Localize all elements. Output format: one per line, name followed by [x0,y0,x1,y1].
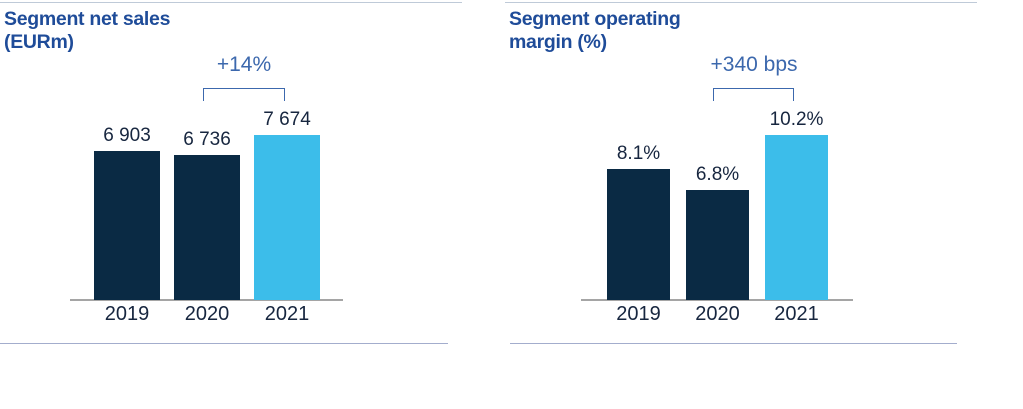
bottom-divider [510,343,957,344]
chart-title-line2: margin (%) [509,31,607,53]
x-axis-line [70,299,343,301]
growth-annotation-label: +340 bps [710,53,798,76]
x-axis-line [581,299,853,301]
x-axis-label-2021: 2021 [264,303,310,325]
bar-2021 [254,134,320,300]
bar-2019 [607,168,670,300]
chart-title-line1: Segment operating [509,8,681,30]
bar-2020 [174,154,240,300]
bar-value-label-2019: 8.1% [616,142,661,164]
bar-value-label-2021: 10.2% [769,108,824,130]
x-axis-label-2019: 2019 [616,303,661,325]
x-axis-label-2020: 2020 [184,303,230,325]
x-axis-label-2021: 2021 [774,303,819,325]
growth-bracket [203,88,285,101]
top-divider [0,2,462,3]
chart-title: Segment operating margin (%) [509,8,681,54]
bar-value-label-2020: 6 736 [183,128,231,150]
chart-title: Segment net sales (EURm) [4,8,170,54]
bar-2020 [686,189,749,300]
chart-panel-net-sales: Segment net sales (EURm) +14% 6 903 2019 6… [0,0,462,409]
x-axis-label-2019: 2019 [104,303,150,325]
chart-title-line2: (EURm) [4,31,74,53]
chart-panel-operating-margin: Segment operating margin (%) +340 bps 8.… [505,0,977,409]
top-divider [505,2,977,3]
bar-2019 [94,151,160,300]
bar-2021 [765,134,828,300]
growth-bracket [713,88,794,101]
bar-value-label-2021: 7 674 [263,108,311,130]
bottom-divider [0,343,448,344]
bar-value-label-2020: 6.8% [695,163,740,185]
x-axis-label-2020: 2020 [695,303,740,325]
growth-annotation-label: +14% [216,53,272,76]
chart-title-line1: Segment net sales [4,8,171,30]
bar-value-label-2019: 6 903 [103,125,151,147]
